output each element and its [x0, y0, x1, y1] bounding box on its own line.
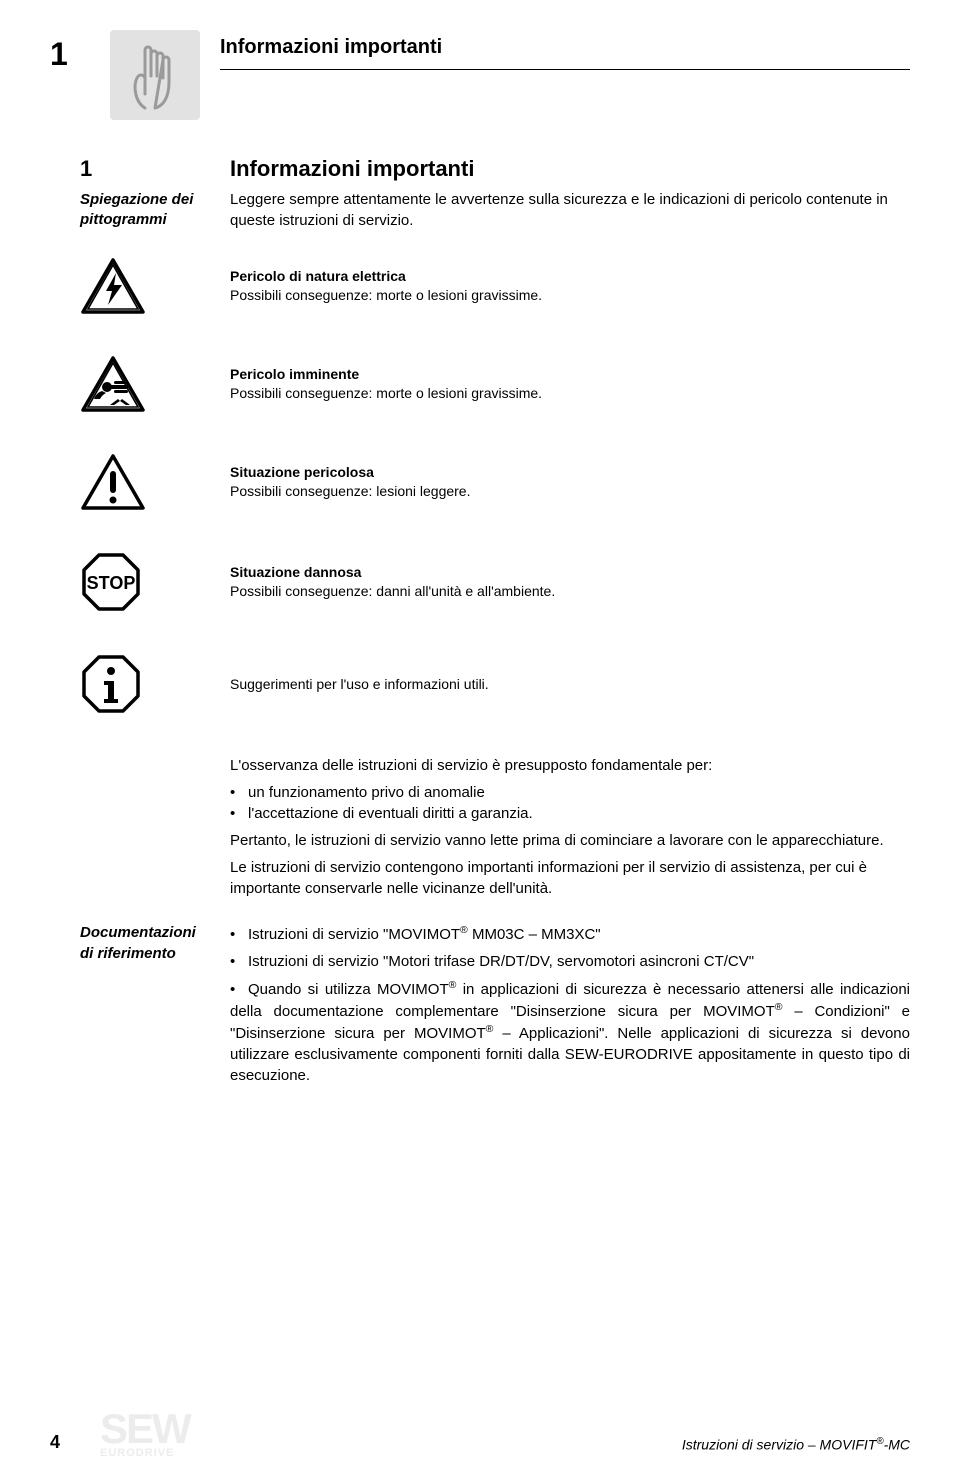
- imminent-danger-icon: [50, 355, 230, 413]
- header-title-wrap: Informazioni importanti: [220, 30, 910, 70]
- pictogram-list: Pericolo di natura elettrica Possibili c…: [50, 257, 910, 715]
- pictogram-text: Pericolo di natura elettrica Possibili c…: [230, 267, 910, 305]
- pictogram-row: Situazione pericolosa Possibili consegue…: [50, 453, 910, 511]
- section-heading: 1 Informazioni importanti: [50, 156, 910, 182]
- body-p1: L'osservanza delle istruzioni di servizi…: [230, 755, 910, 776]
- references-block: Documentazioni di riferimento Istruzioni…: [50, 923, 910, 1092]
- pictogram-bold: Pericolo di natura elettrica: [230, 267, 910, 286]
- intro-label-line1: Spiegazione dei: [80, 191, 193, 208]
- list-item: un funzionamento privo di anomalie: [230, 782, 910, 803]
- svg-text:STOP: STOP: [87, 573, 136, 593]
- intro-text: Leggere sempre attentamente le avvertenz…: [230, 190, 910, 231]
- pictogram-row: Pericolo di natura elettrica Possibili c…: [50, 257, 910, 315]
- intro-row: Spiegazione dei pittogrammi Leggere semp…: [50, 190, 910, 231]
- stop-icon: STOP: [50, 551, 230, 613]
- pictogram-row: Pericolo imminente Possibili conseguenze…: [50, 355, 910, 413]
- page: 1 Informazioni importanti 1 Informazioni…: [0, 0, 960, 1479]
- pictogram-bold: Situazione pericolosa: [230, 463, 910, 482]
- pictogram-text: Suggerimenti per l'uso e informazioni ut…: [230, 675, 910, 694]
- pictogram-text: Situazione pericolosa Possibili consegue…: [230, 463, 910, 501]
- references-label: Documentazioni di riferimento: [50, 923, 230, 1092]
- intro-label-line2: pittogrammi: [80, 211, 167, 228]
- chapter-number: 1: [50, 36, 90, 73]
- footer-doc-title: Istruzioni di servizio – MOVIFIT®-MC: [682, 1436, 910, 1453]
- list-item: Istruzioni di servizio "MOVIMOT® MM03C –…: [230, 923, 910, 945]
- pictogram-plain: Possibili conseguenze: lesioni leggere.: [230, 483, 470, 499]
- body-p2: Pertanto, le istruzioni di servizio vann…: [230, 830, 910, 851]
- pictogram-plain: Possibili conseguenze: morte o lesioni g…: [230, 385, 542, 401]
- pictogram-plain: Suggerimenti per l'uso e informazioni ut…: [230, 676, 489, 692]
- pictogram-text: Pericolo imminente Possibili conseguenze…: [230, 365, 910, 403]
- ref-label-line1: Documentazioni: [80, 924, 196, 941]
- electrical-hazard-icon: [50, 257, 230, 315]
- attention-hand-icon: [110, 30, 200, 120]
- header-rule: [220, 69, 910, 70]
- pictogram-row: Suggerimenti per l'uso e informazioni ut…: [50, 653, 910, 715]
- ref-label-line2: di riferimento: [80, 945, 176, 962]
- list-item: l'accettazione di eventuali diritti a ga…: [230, 803, 910, 824]
- body-p3: Le istruzioni di servizio contengono imp…: [230, 857, 910, 899]
- section-number: 1: [50, 156, 230, 182]
- references-list: Istruzioni di servizio "MOVIMOT® MM03C –…: [230, 923, 910, 1092]
- body-bullets: un funzionamento privo di anomalie l'acc…: [230, 782, 910, 824]
- info-icon: [50, 653, 230, 715]
- pictogram-bold: Pericolo imminente: [230, 365, 910, 384]
- pictogram-bold: Situazione dannosa: [230, 563, 910, 582]
- header-row: 1 Informazioni importanti: [50, 30, 910, 120]
- list-item: Quando si utilizza MOVIMOT® in applicazi…: [230, 978, 910, 1086]
- caution-icon: [50, 453, 230, 511]
- section-title: Informazioni importanti: [230, 156, 474, 182]
- pictogram-text: Situazione dannosa Possibili conseguenze…: [230, 563, 910, 601]
- pictogram-plain: Possibili conseguenze: danni all'unità e…: [230, 583, 555, 599]
- body-block: L'osservanza delle istruzioni di servizi…: [230, 755, 910, 899]
- intro-left-label: Spiegazione dei pittogrammi: [50, 190, 230, 231]
- pictogram-plain: Possibili conseguenze: morte o lesioni g…: [230, 287, 542, 303]
- pictogram-row: STOP Situazione dannosa Possibili conseg…: [50, 551, 910, 613]
- list-item: Istruzioni di servizio "Motori trifase D…: [230, 951, 910, 972]
- footer: 4 Istruzioni di servizio – MOVIFIT®-MC: [50, 1432, 910, 1453]
- header-title: Informazioni importanti: [220, 36, 910, 59]
- page-number: 4: [50, 1432, 60, 1453]
